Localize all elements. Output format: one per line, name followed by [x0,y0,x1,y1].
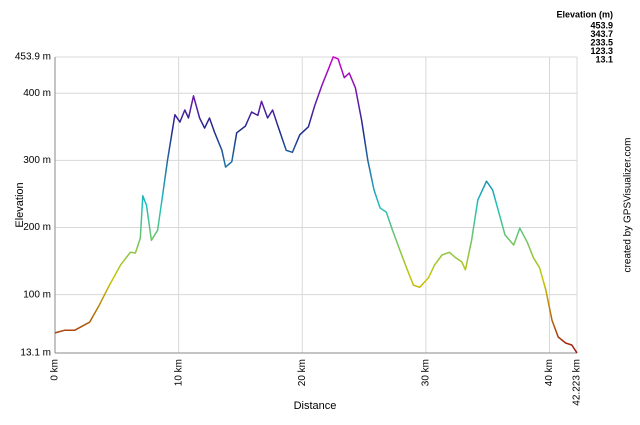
legend-value: 343.7 [590,29,613,39]
y-tick-label: 13.1 m [20,348,51,359]
elevation-line [54,56,578,354]
legend-title: Elevation (m) [556,9,613,19]
y-tick-label: 100 m [23,289,51,300]
credit: created by GPSVisualizer.com [623,138,634,273]
x-axis-label: Distance [294,400,337,412]
y-tick-label: 300 m [23,155,51,166]
legend-value: 453.9 [590,20,613,30]
y-tick-label: 400 m [23,88,51,99]
legend-value: 13.1 [595,54,613,64]
x-tick-label: 30 km [421,359,432,386]
y-tick-label: 200 m [23,222,51,233]
y-tick-label: 453.9 m [15,52,51,63]
x-tick-label: 0 km [50,359,61,381]
x-tick-label: 10 km [173,359,184,386]
x-tick-label: 40 km [544,359,555,386]
legend-value: 233.5 [590,37,613,47]
x-tick-label: 42.223 km [572,359,583,406]
x-tick-label: 20 km [297,359,308,386]
legend-value: 123.3 [590,46,613,56]
y-axis-label: Elevation [14,182,26,227]
